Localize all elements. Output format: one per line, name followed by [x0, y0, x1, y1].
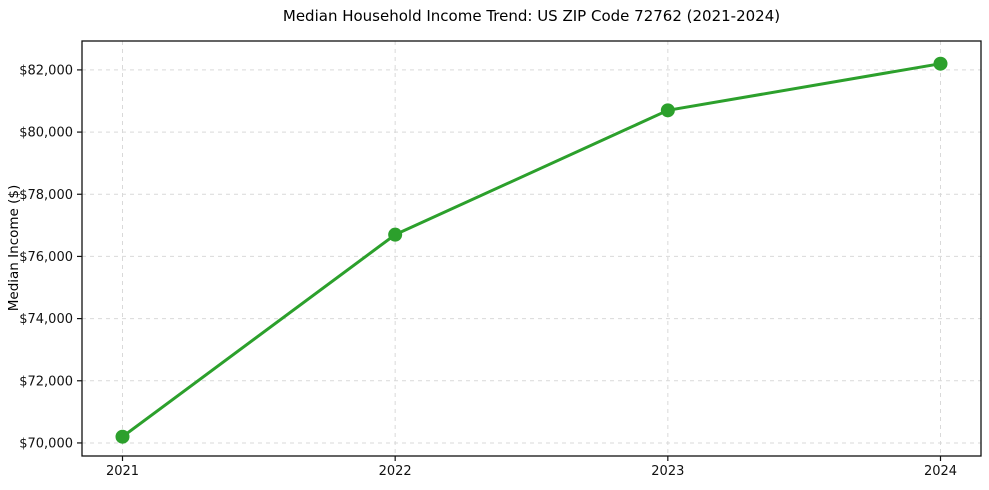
x-tick-label: 2024: [924, 464, 957, 479]
y-tick-label: $72,000: [19, 374, 73, 389]
x-tick-label: 2023: [651, 464, 684, 479]
y-tick-label: $80,000: [19, 126, 73, 141]
y-tick-label: $76,000: [19, 250, 73, 265]
income-trend-line: [121, 62, 942, 439]
x-tick-label: 2022: [379, 464, 412, 479]
y-tick-label: $82,000: [19, 63, 73, 78]
data-point: [388, 227, 403, 242]
y-tick-label: $70,000: [19, 436, 73, 451]
chart-title: Median Household Income Trend: US ZIP Co…: [282, 7, 781, 25]
data-point: [660, 103, 675, 118]
data-point: [933, 56, 948, 71]
plot-border: [81, 40, 982, 457]
x-tick-label: 2021: [106, 464, 139, 479]
y-tick-label: $78,000: [19, 188, 73, 203]
y-tick-label: $74,000: [19, 312, 73, 327]
data-point: [115, 429, 130, 444]
